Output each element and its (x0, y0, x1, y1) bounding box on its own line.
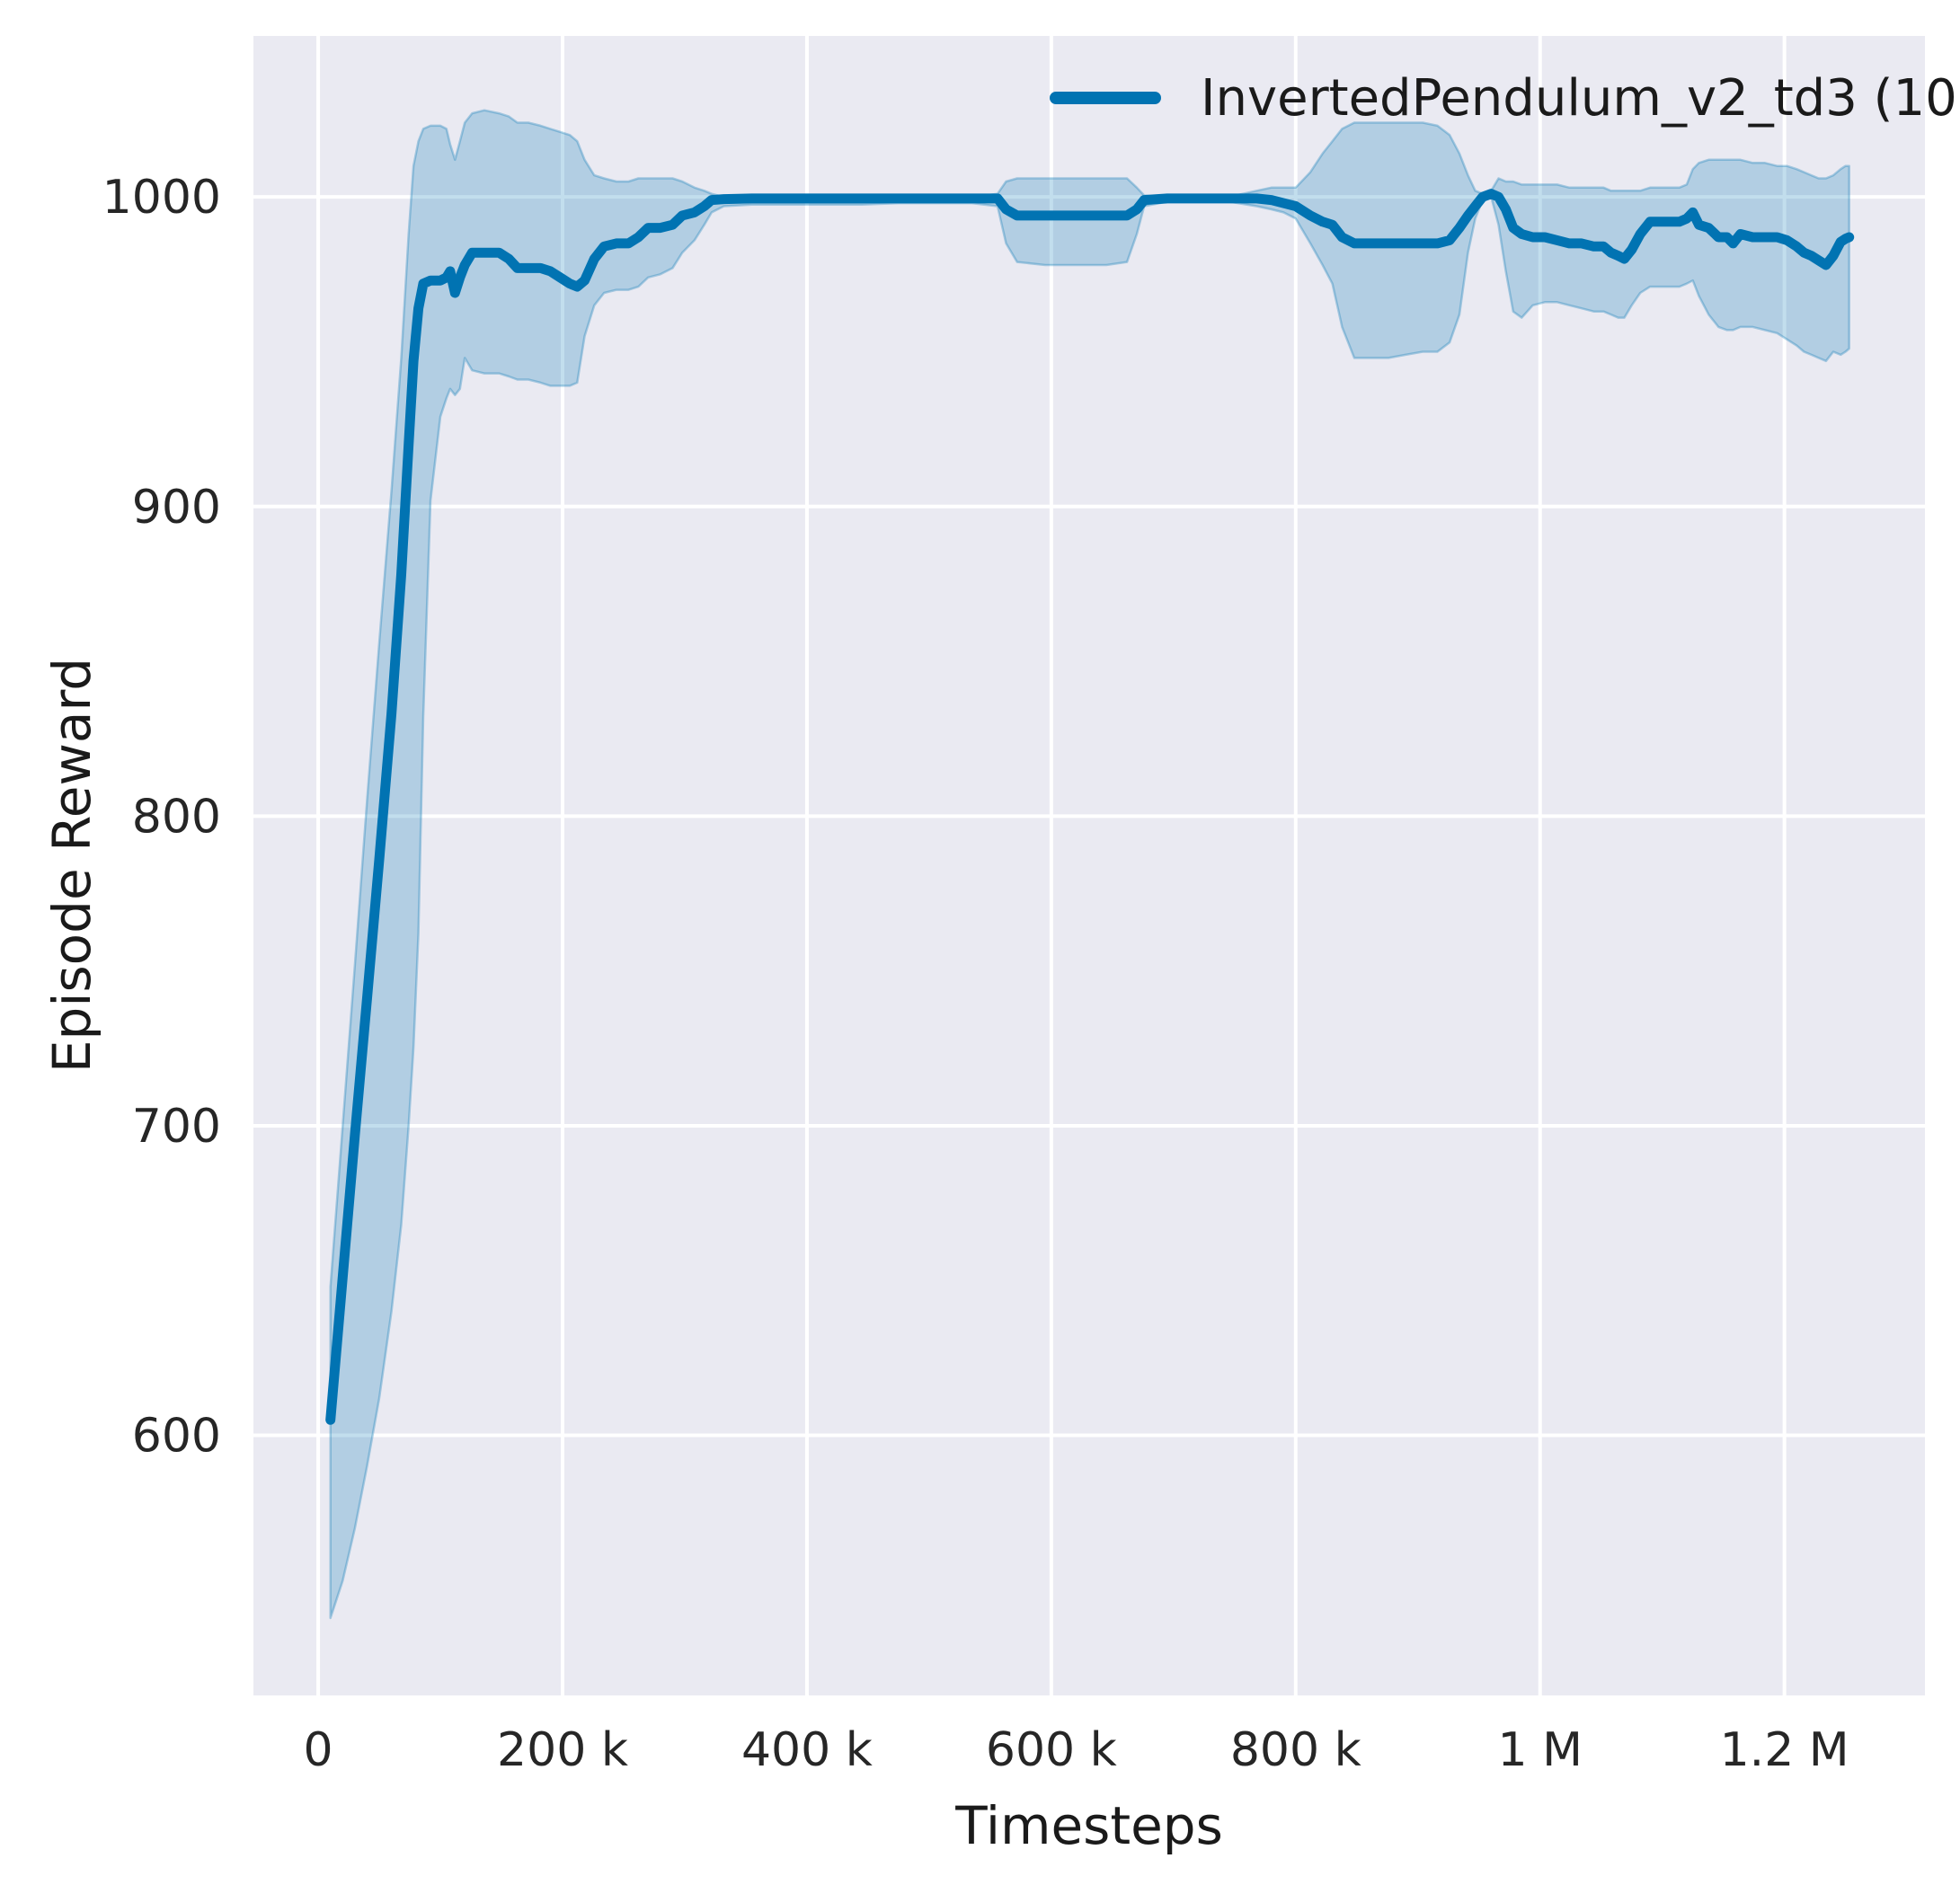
legend-label: InvertedPendulum_v2_td3 (10) (1201, 68, 1960, 128)
x-tick-label: 1 M (1497, 1723, 1582, 1777)
legend: InvertedPendulum_v2_td3 (10) (1050, 68, 1960, 128)
x-tick-label: 400 k (741, 1723, 873, 1777)
x-tick-label: 200 k (497, 1723, 628, 1777)
y-axis-label: Episode Reward (41, 657, 102, 1074)
y-tick-label: 600 (132, 1410, 221, 1464)
x-tick-label: 0 (304, 1723, 333, 1777)
mean-line (325, 189, 1855, 1425)
y-tick-label: 900 (132, 481, 221, 535)
x-tick-label: 1.2 M (1720, 1723, 1849, 1777)
x-axis-label: Timesteps (955, 1795, 1223, 1856)
axes-background (253, 36, 1925, 1695)
confidence-band (329, 109, 1850, 1620)
x-tick-label: 600 k (986, 1723, 1117, 1777)
x-tick-label: 800 k (1230, 1723, 1361, 1777)
legend-line-swatch (1050, 92, 1161, 104)
y-tick-label: 700 (132, 1100, 221, 1154)
y-tick-label: 1000 (102, 171, 221, 225)
y-tick-label: 800 (132, 790, 221, 844)
